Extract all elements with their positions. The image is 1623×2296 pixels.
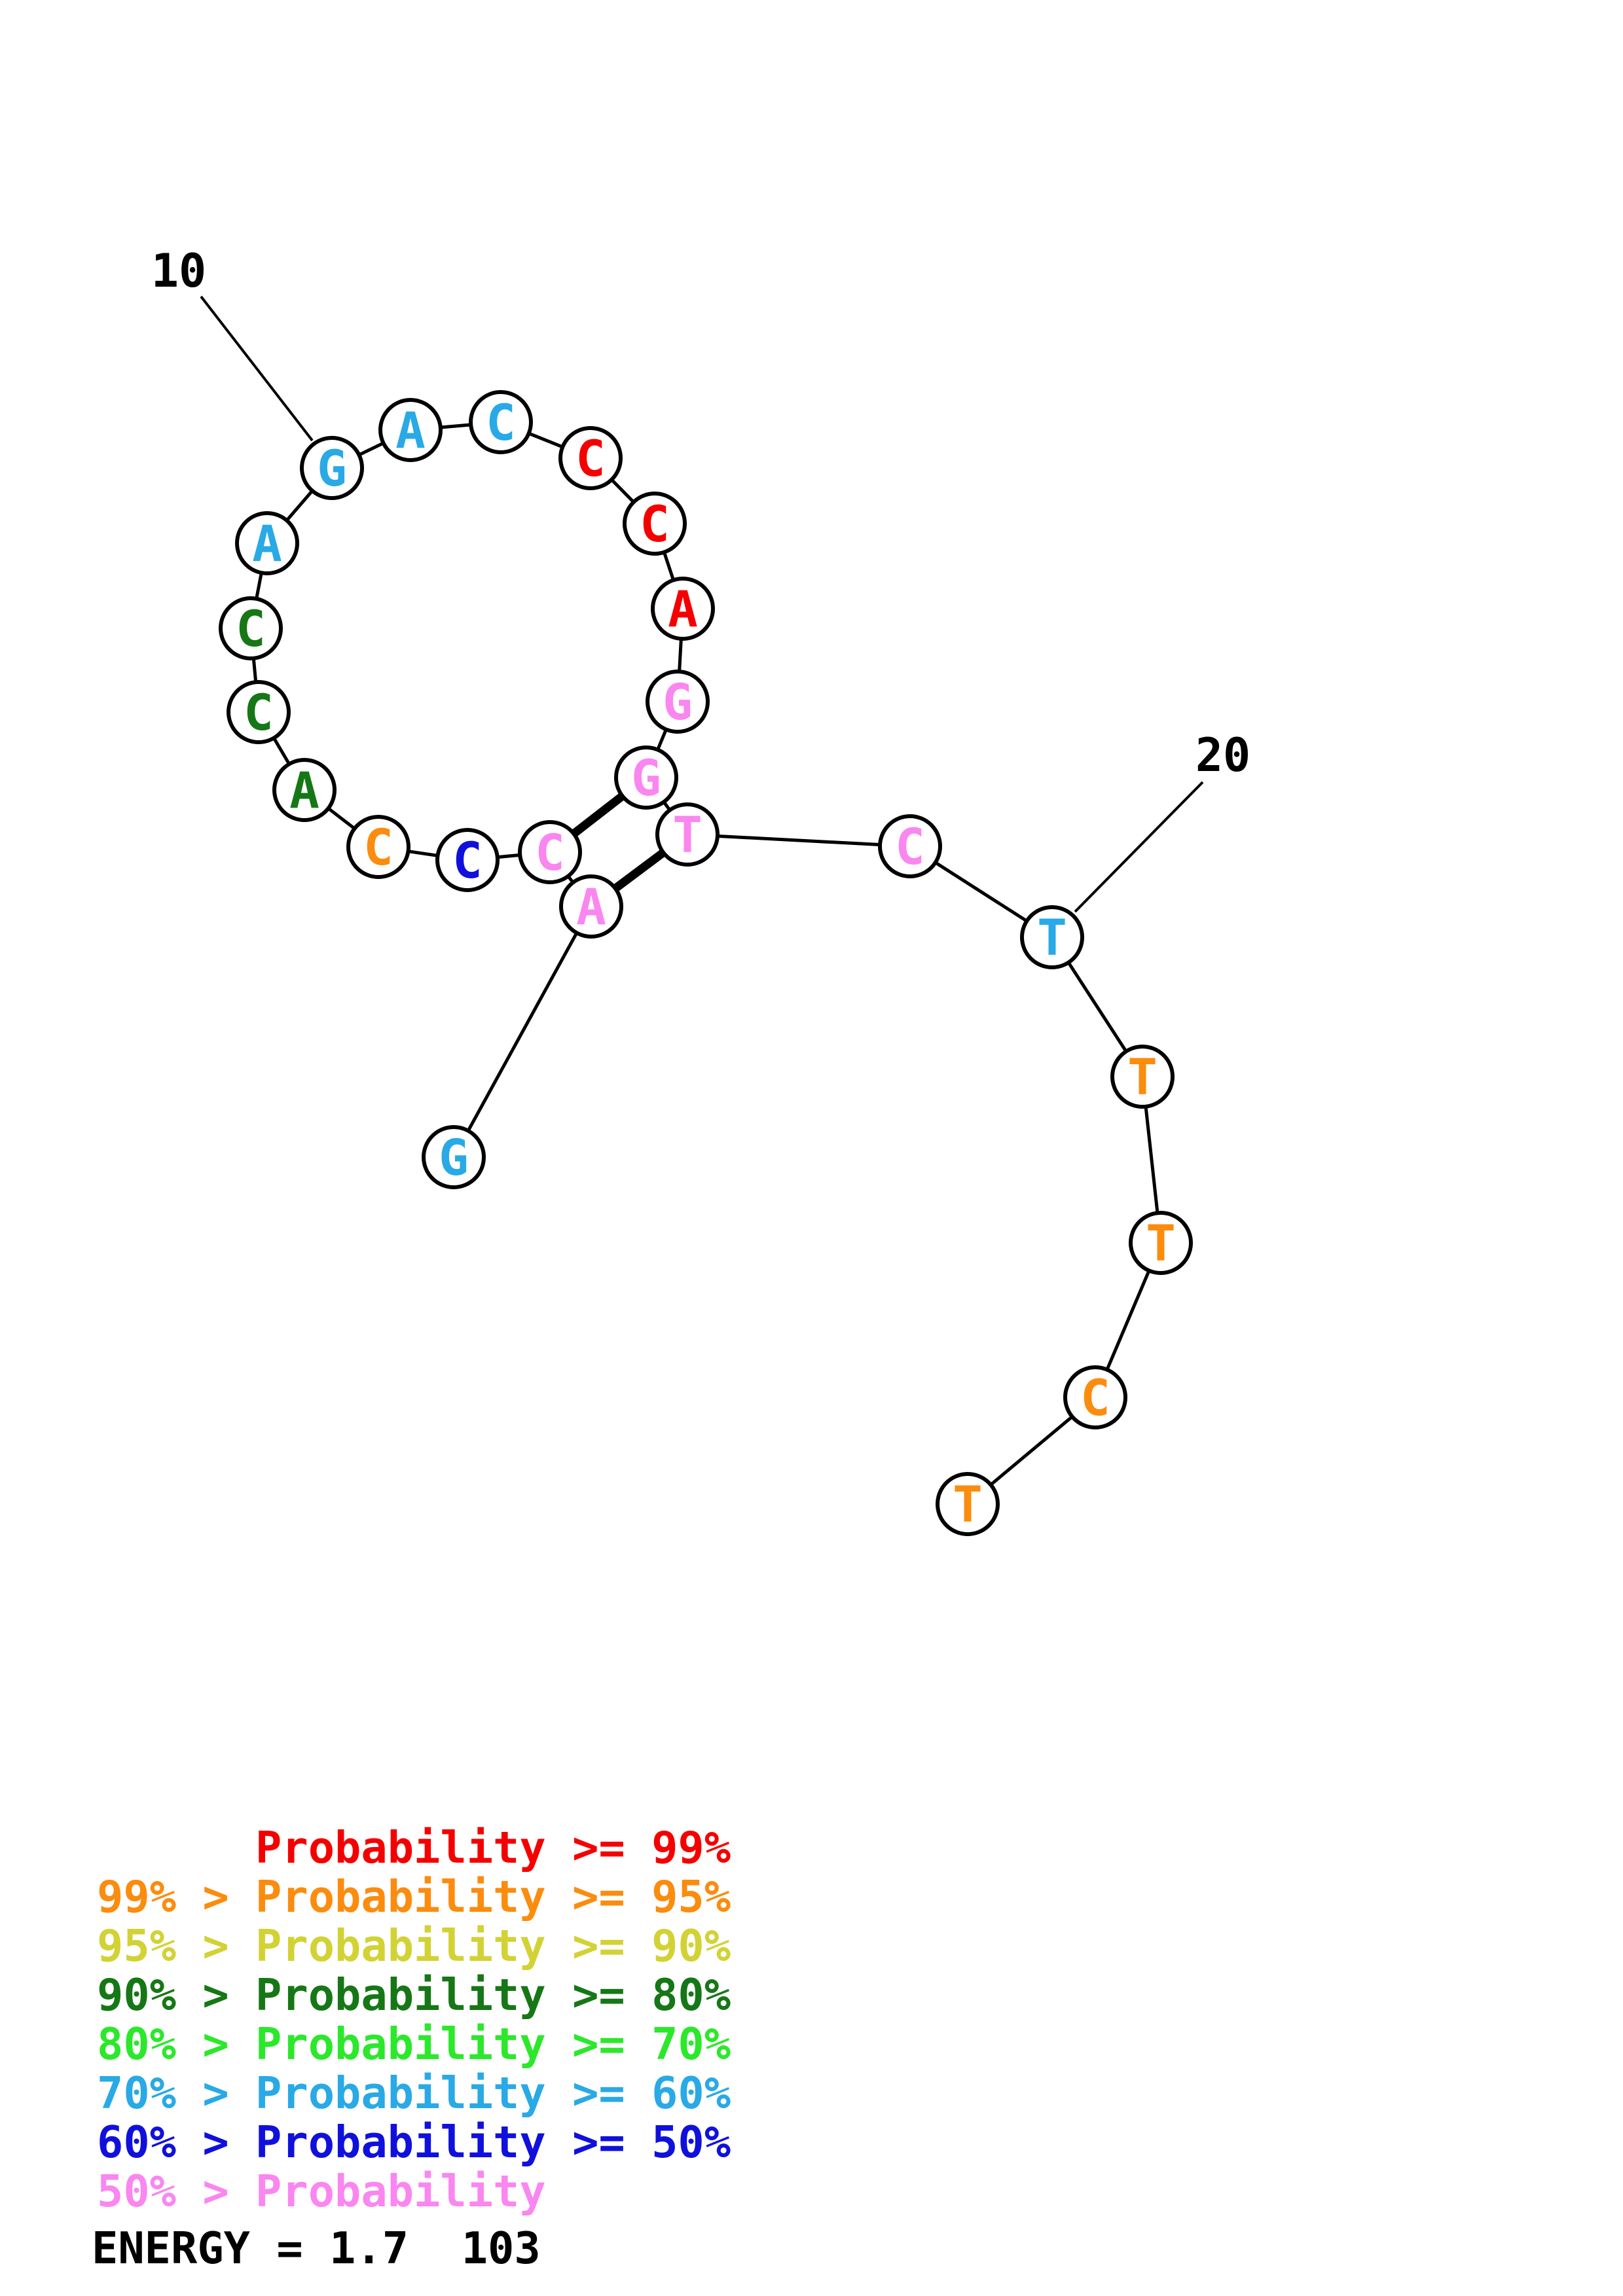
legend-row-3: 95% > Probability >= 90% — [97, 1920, 731, 1971]
nucleotide-base-1-G: G — [439, 1128, 469, 1187]
nucleotide-circle-23 — [1063, 1365, 1127, 1429]
nucleotide-base-10-G: G — [317, 439, 347, 497]
energy-label: ENERGY = 1.7 103 — [92, 2223, 541, 2274]
legend-row-7: 60% > Probability >= 50% — [97, 2117, 731, 2168]
legend-row-6: 70% > Probability >= 60% — [97, 2068, 731, 2119]
legend-row-4: 90% > Probability >= 80% — [97, 1969, 731, 2020]
nucleotide-base-19-C: C — [895, 817, 925, 876]
nucleotide-circle-10 — [300, 436, 364, 500]
nucleotide-base-3-C: C — [535, 823, 565, 882]
nucleotide-base-4-C: C — [452, 831, 483, 889]
nucleotide-circle-24 — [936, 1472, 1000, 1536]
nucleotide-circle-12 — [469, 390, 533, 454]
nucleotide-circle-4 — [435, 828, 500, 892]
nucleotide-circle-6 — [272, 758, 337, 822]
sequence-label-line — [1074, 781, 1204, 913]
nucleotide-base-12-C: C — [486, 393, 516, 452]
nucleotide-base-23-C: C — [1080, 1369, 1110, 1427]
nucleotide-base-5-C: C — [363, 818, 393, 876]
nucleotide-base-21-T: T — [1127, 1048, 1158, 1106]
nucleotide-base-13-C: C — [575, 429, 606, 488]
nucleotide-circle-21 — [1110, 1045, 1175, 1109]
nucleotide-base-22-T: T — [1146, 1214, 1176, 1272]
nucleotide-circle-18 — [655, 802, 720, 867]
nucleotide-circle-16 — [646, 670, 710, 734]
nucleotide-base-2-A: A — [576, 878, 606, 936]
nucleotide-circle-3 — [518, 820, 582, 884]
nucleotide-base-7-C: C — [244, 683, 274, 742]
legend-row-5: 80% > Probability >= 70% — [97, 2018, 731, 2070]
nucleotide-circle-5 — [346, 815, 410, 879]
legend-row-8: 50% > Probability — [97, 2166, 546, 2217]
nucleotide-base-17-G: G — [631, 749, 661, 807]
sequence-label-line — [200, 295, 314, 442]
probability-legend: Probability >= 99% 99% > Probability >= 9… — [97, 1823, 731, 2216]
nucleotide-circle-13 — [558, 426, 623, 490]
nucleotide-base-11-A: A — [395, 401, 426, 459]
legend-row-1: Probability >= 99% — [97, 1822, 731, 1873]
nucleotide-base-16-G: G — [663, 673, 693, 731]
nucleotide-base-8-C: C — [236, 600, 266, 658]
nucleotide-circle-19 — [878, 814, 942, 878]
nucleotide-circle-11 — [378, 398, 443, 462]
nucleotide-base-15-A: A — [668, 580, 698, 638]
nucleotide-circle-20 — [1020, 905, 1084, 969]
nucleotide-base-14-C: C — [640, 495, 670, 553]
nucleotide-circle-17 — [614, 745, 678, 810]
nucleotide-base-24-T: T — [953, 1475, 983, 1534]
nucleotide-circle-22 — [1129, 1211, 1193, 1275]
backbone-bond — [687, 833, 911, 848]
nucleotide-circle-8 — [219, 596, 283, 660]
nucleotide-base-18-T: T — [672, 806, 702, 864]
nucleotide-circle-2 — [559, 874, 623, 939]
nucleotide-circle-14 — [623, 492, 687, 556]
sequence-number-label-20: 20 — [1195, 728, 1250, 782]
legend-row-2: 99% > Probability >= 95% — [97, 1871, 731, 1922]
nucleotide-circle-7 — [227, 680, 291, 744]
backbone-bond — [452, 905, 593, 1158]
nucleotide-base-20-T: T — [1037, 908, 1067, 967]
nucleotide-circle-9 — [235, 511, 299, 575]
nucleotide-circle-15 — [651, 577, 715, 641]
nucleotide-base-6-A: A — [289, 761, 319, 819]
sequence-number-label-10: 10 — [151, 244, 206, 298]
nucleotide-base-9-A: A — [252, 514, 282, 573]
nucleotide-circle-1 — [422, 1125, 486, 1189]
